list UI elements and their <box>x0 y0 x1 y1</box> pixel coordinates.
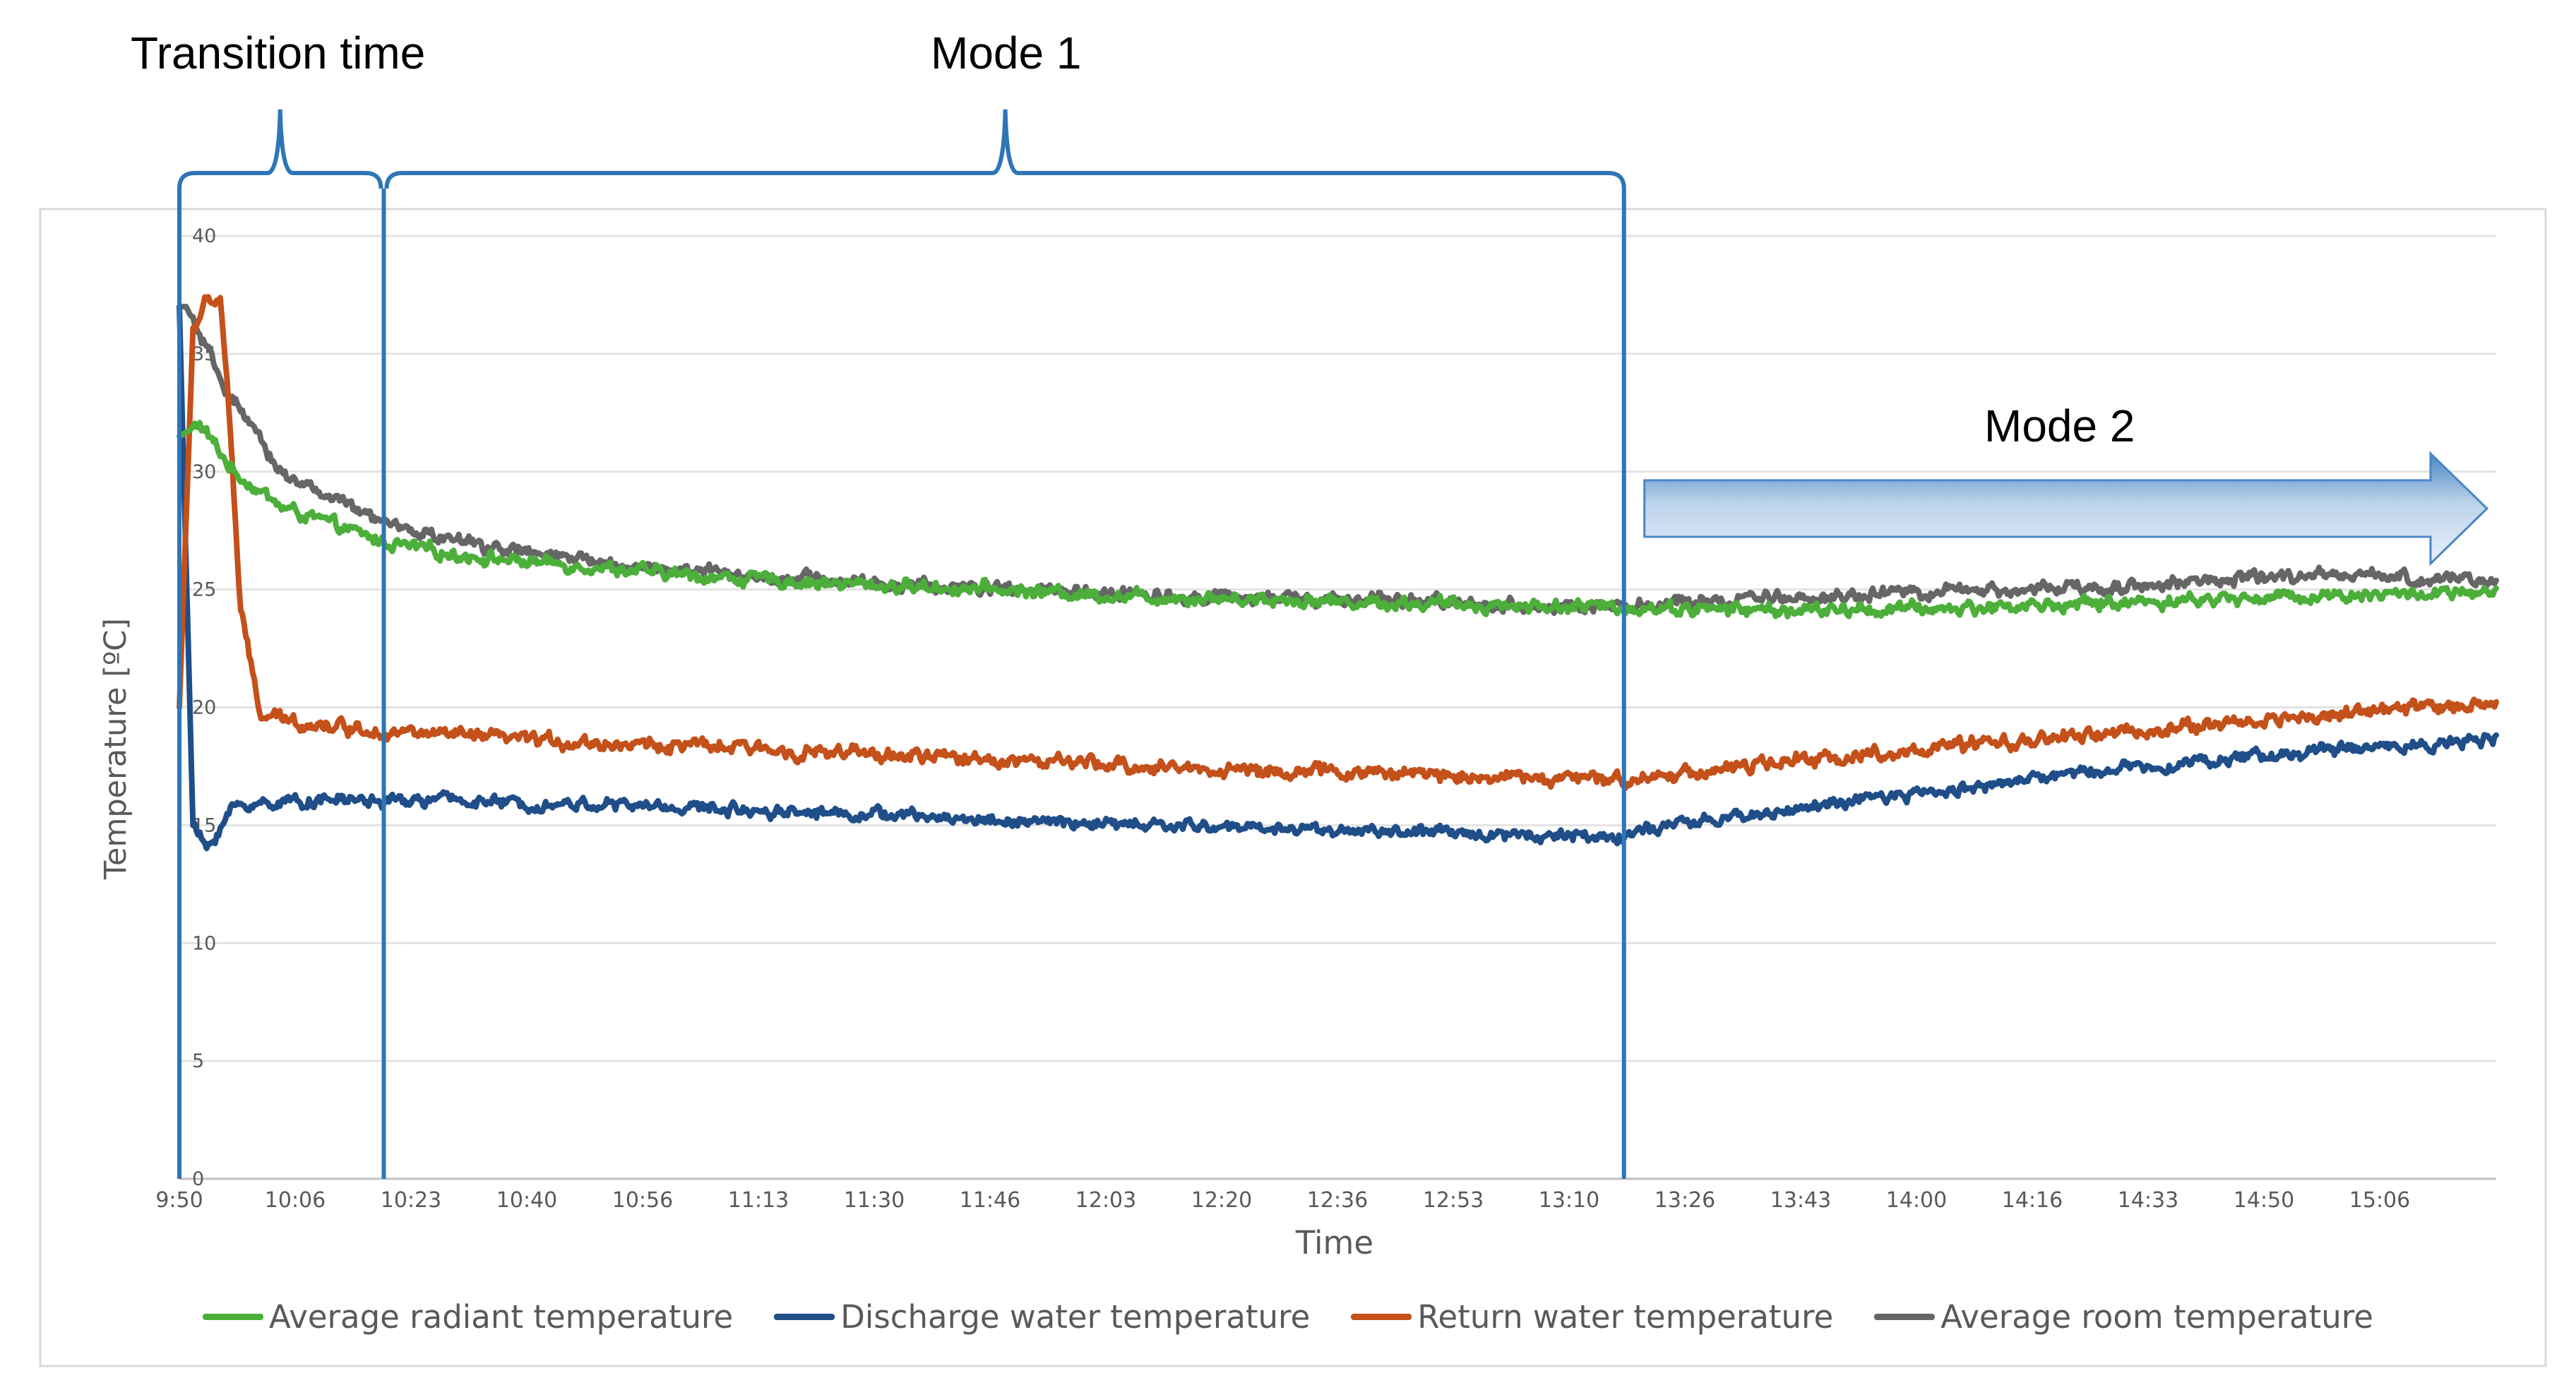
y-tick-label-20: 20 <box>192 697 216 719</box>
x-tick-label-10-56: 10:56 <box>612 1188 673 1213</box>
x-tick-label-12-03: 12:03 <box>1075 1188 1136 1213</box>
x-tick-label-12-20: 12:20 <box>1191 1188 1252 1213</box>
y-tick-label-5: 5 <box>192 1050 204 1072</box>
x-tick-label-10-06: 10:06 <box>265 1188 326 1213</box>
x-tick-label-11-46: 11:46 <box>960 1188 1020 1213</box>
chart-frame <box>39 208 2547 1367</box>
transition-bracket <box>177 109 383 189</box>
y-axis-label: Temperature [ºC] <box>98 618 133 880</box>
x-tick-label-14-33: 14:33 <box>2118 1188 2178 1213</box>
x-tick-label-10-23: 10:23 <box>381 1188 441 1213</box>
legend-label-return: Return water temperature <box>1417 1298 1834 1336</box>
series-lines <box>177 294 2499 852</box>
legend-label-room: Average room temperature <box>1940 1298 2373 1336</box>
x-tick-label-13-10: 13:10 <box>1539 1188 1599 1213</box>
legend-label-discharge: Discharge water temperature <box>840 1298 1311 1336</box>
y-tick-label-0: 0 <box>192 1168 204 1190</box>
x-axis-ticks: 9:50 10:06 10:23 10:40 10:56 11:13 11:30 11:46 1… <box>155 1188 2410 1213</box>
mode-annotations <box>177 109 2489 1179</box>
y-tick-label-25: 25 <box>192 579 216 601</box>
legend-label-radiant: Average radiant temperature <box>269 1298 734 1336</box>
x-tick-label-14-00: 14:00 <box>1886 1188 1947 1213</box>
x-tick-label-13-43: 13:43 <box>1770 1188 1831 1213</box>
x-axis-label: Time <box>1295 1224 1373 1261</box>
transition-time-label: Transition time <box>131 28 426 78</box>
series-line-3 <box>177 304 2499 617</box>
x-tick-label-10-40: 10:40 <box>496 1188 557 1213</box>
mode-1-bracket <box>384 109 1626 189</box>
legend-swatch-discharge <box>774 1314 835 1320</box>
x-tick-label-15-06: 15:06 <box>2349 1188 2410 1213</box>
x-tick-label-14-16: 14:16 <box>2002 1188 2063 1213</box>
x-tick-label-12-53: 12:53 <box>1423 1188 1484 1213</box>
x-tick-label-14-50: 14:50 <box>2234 1188 2294 1213</box>
legend-item-room: Average room temperature <box>1874 1298 2373 1336</box>
series-line-2 <box>177 294 2499 791</box>
legend-item-discharge: Discharge water temperature <box>774 1298 1310 1336</box>
legend-item-radiant: Average radiant temperature <box>203 1298 733 1336</box>
series-line-0 <box>177 420 2499 619</box>
x-tick-label-11-30: 11:30 <box>844 1188 905 1213</box>
y-tick-label-10: 10 <box>192 932 216 954</box>
x-tick-label-9-50: 9:50 <box>155 1188 203 1213</box>
mode-2-arrow <box>1643 451 2489 566</box>
mode-2-label: Mode 2 <box>1984 400 2135 451</box>
legend: Average radiant temperature Discharge wa… <box>0 1298 2576 1336</box>
x-tick-label-12-36: 12:36 <box>1307 1188 1368 1213</box>
y-tick-label-30: 30 <box>192 461 216 483</box>
legend-item-return: Return water temperature <box>1351 1298 1833 1336</box>
y-tick-label-40: 40 <box>192 225 216 247</box>
series-line-1 <box>177 304 2499 852</box>
x-tick-label-11-13: 11:13 <box>728 1188 789 1213</box>
mode-1-label: Mode 1 <box>931 28 1082 78</box>
legend-swatch-return <box>1351 1314 1412 1320</box>
legend-swatch-radiant <box>203 1314 264 1320</box>
x-tick-label-13-26: 13:26 <box>1654 1188 1715 1213</box>
legend-swatch-room <box>1874 1314 1936 1320</box>
